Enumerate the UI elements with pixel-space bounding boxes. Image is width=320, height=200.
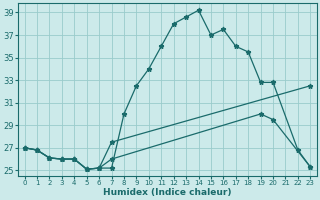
X-axis label: Humidex (Indice chaleur): Humidex (Indice chaleur): [103, 188, 232, 197]
